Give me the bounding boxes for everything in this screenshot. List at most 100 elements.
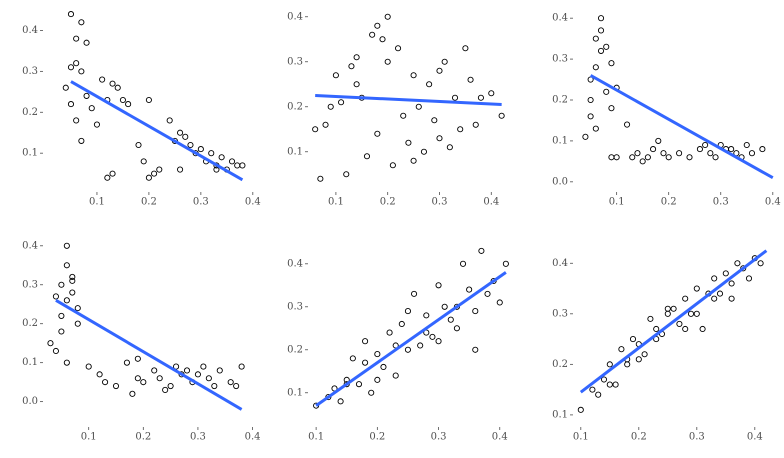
- point: [52, 293, 59, 300]
- point: [238, 363, 245, 370]
- point: [436, 135, 443, 142]
- point: [374, 22, 381, 29]
- point: [74, 320, 81, 327]
- point: [629, 336, 637, 343]
- point: [197, 146, 204, 153]
- point: [374, 130, 381, 137]
- point: [592, 64, 599, 71]
- point: [728, 280, 735, 287]
- point: [211, 382, 218, 390]
- x-tick-label: 0.3: [431, 432, 447, 443]
- point: [488, 90, 495, 97]
- point: [322, 121, 329, 128]
- point: [606, 381, 613, 388]
- x-tick-label: 0.3: [193, 197, 209, 208]
- point: [400, 112, 407, 119]
- point: [156, 375, 163, 382]
- x-tick-label: 0.2: [369, 432, 385, 443]
- point: [134, 355, 141, 362]
- point: [114, 84, 121, 91]
- point: [589, 386, 596, 393]
- point: [420, 148, 427, 155]
- point: [173, 363, 180, 370]
- y-tick-label: 0.3: [287, 56, 303, 67]
- point: [682, 325, 689, 333]
- point: [466, 286, 473, 293]
- point: [183, 367, 191, 374]
- point: [655, 137, 662, 144]
- y-tick-label: 0.2: [552, 359, 568, 370]
- point: [597, 47, 605, 54]
- point: [233, 382, 240, 390]
- point: [670, 305, 677, 312]
- y-tick-label: 0.2: [22, 318, 38, 329]
- point: [384, 13, 391, 20]
- x-tick-label: 0.4: [747, 432, 763, 443]
- point: [426, 81, 433, 88]
- y-tick-label: 0.1: [22, 357, 38, 368]
- point: [398, 320, 405, 328]
- point: [52, 347, 59, 355]
- point: [102, 379, 109, 386]
- point: [389, 162, 396, 169]
- point: [600, 376, 608, 383]
- point: [67, 64, 75, 71]
- point: [208, 150, 215, 157]
- point: [711, 275, 718, 282]
- point: [135, 141, 142, 149]
- point: [312, 126, 319, 133]
- point: [129, 390, 136, 397]
- x-tick-label: 0.3: [713, 197, 729, 208]
- point: [156, 166, 163, 173]
- y-tick-label: 0.4: [552, 13, 568, 24]
- point: [218, 154, 225, 161]
- point: [423, 312, 430, 319]
- x-tick-label: 0.4: [245, 432, 261, 443]
- point: [234, 162, 241, 169]
- point: [606, 361, 613, 368]
- point: [213, 166, 220, 173]
- point: [348, 63, 355, 70]
- point: [63, 297, 70, 304]
- point: [716, 290, 724, 297]
- x-tick-label: 0.1: [308, 432, 324, 443]
- point: [502, 260, 509, 267]
- point: [317, 175, 324, 182]
- point: [696, 146, 703, 153]
- point: [477, 94, 484, 101]
- point: [748, 150, 756, 157]
- point: [349, 355, 356, 362]
- point: [597, 15, 605, 22]
- point: [74, 305, 81, 312]
- point: [743, 141, 750, 149]
- point: [587, 96, 594, 104]
- point: [639, 158, 646, 165]
- point: [592, 125, 599, 132]
- y-tick-label: 0.1: [287, 146, 303, 157]
- x-tick-label: 0.1: [573, 432, 589, 443]
- point: [374, 376, 381, 383]
- point: [151, 367, 158, 374]
- point: [447, 316, 454, 323]
- point: [650, 146, 657, 153]
- point: [109, 80, 116, 87]
- y-tick-label: 0.0: [22, 396, 38, 407]
- point: [368, 389, 375, 396]
- point: [104, 174, 111, 181]
- fit-line: [589, 74, 774, 180]
- point: [498, 112, 505, 119]
- point: [205, 375, 212, 382]
- point: [664, 310, 671, 317]
- y-tick-label: 0.3: [287, 301, 303, 312]
- point: [353, 54, 360, 61]
- point: [472, 121, 479, 128]
- point: [592, 35, 599, 42]
- point: [332, 72, 339, 79]
- x-tick-label: 0.4: [483, 197, 499, 208]
- point: [78, 137, 85, 144]
- point: [112, 382, 120, 390]
- point: [484, 290, 491, 297]
- x-tick-label: 0.2: [631, 432, 647, 443]
- point: [608, 154, 615, 161]
- point: [187, 141, 194, 149]
